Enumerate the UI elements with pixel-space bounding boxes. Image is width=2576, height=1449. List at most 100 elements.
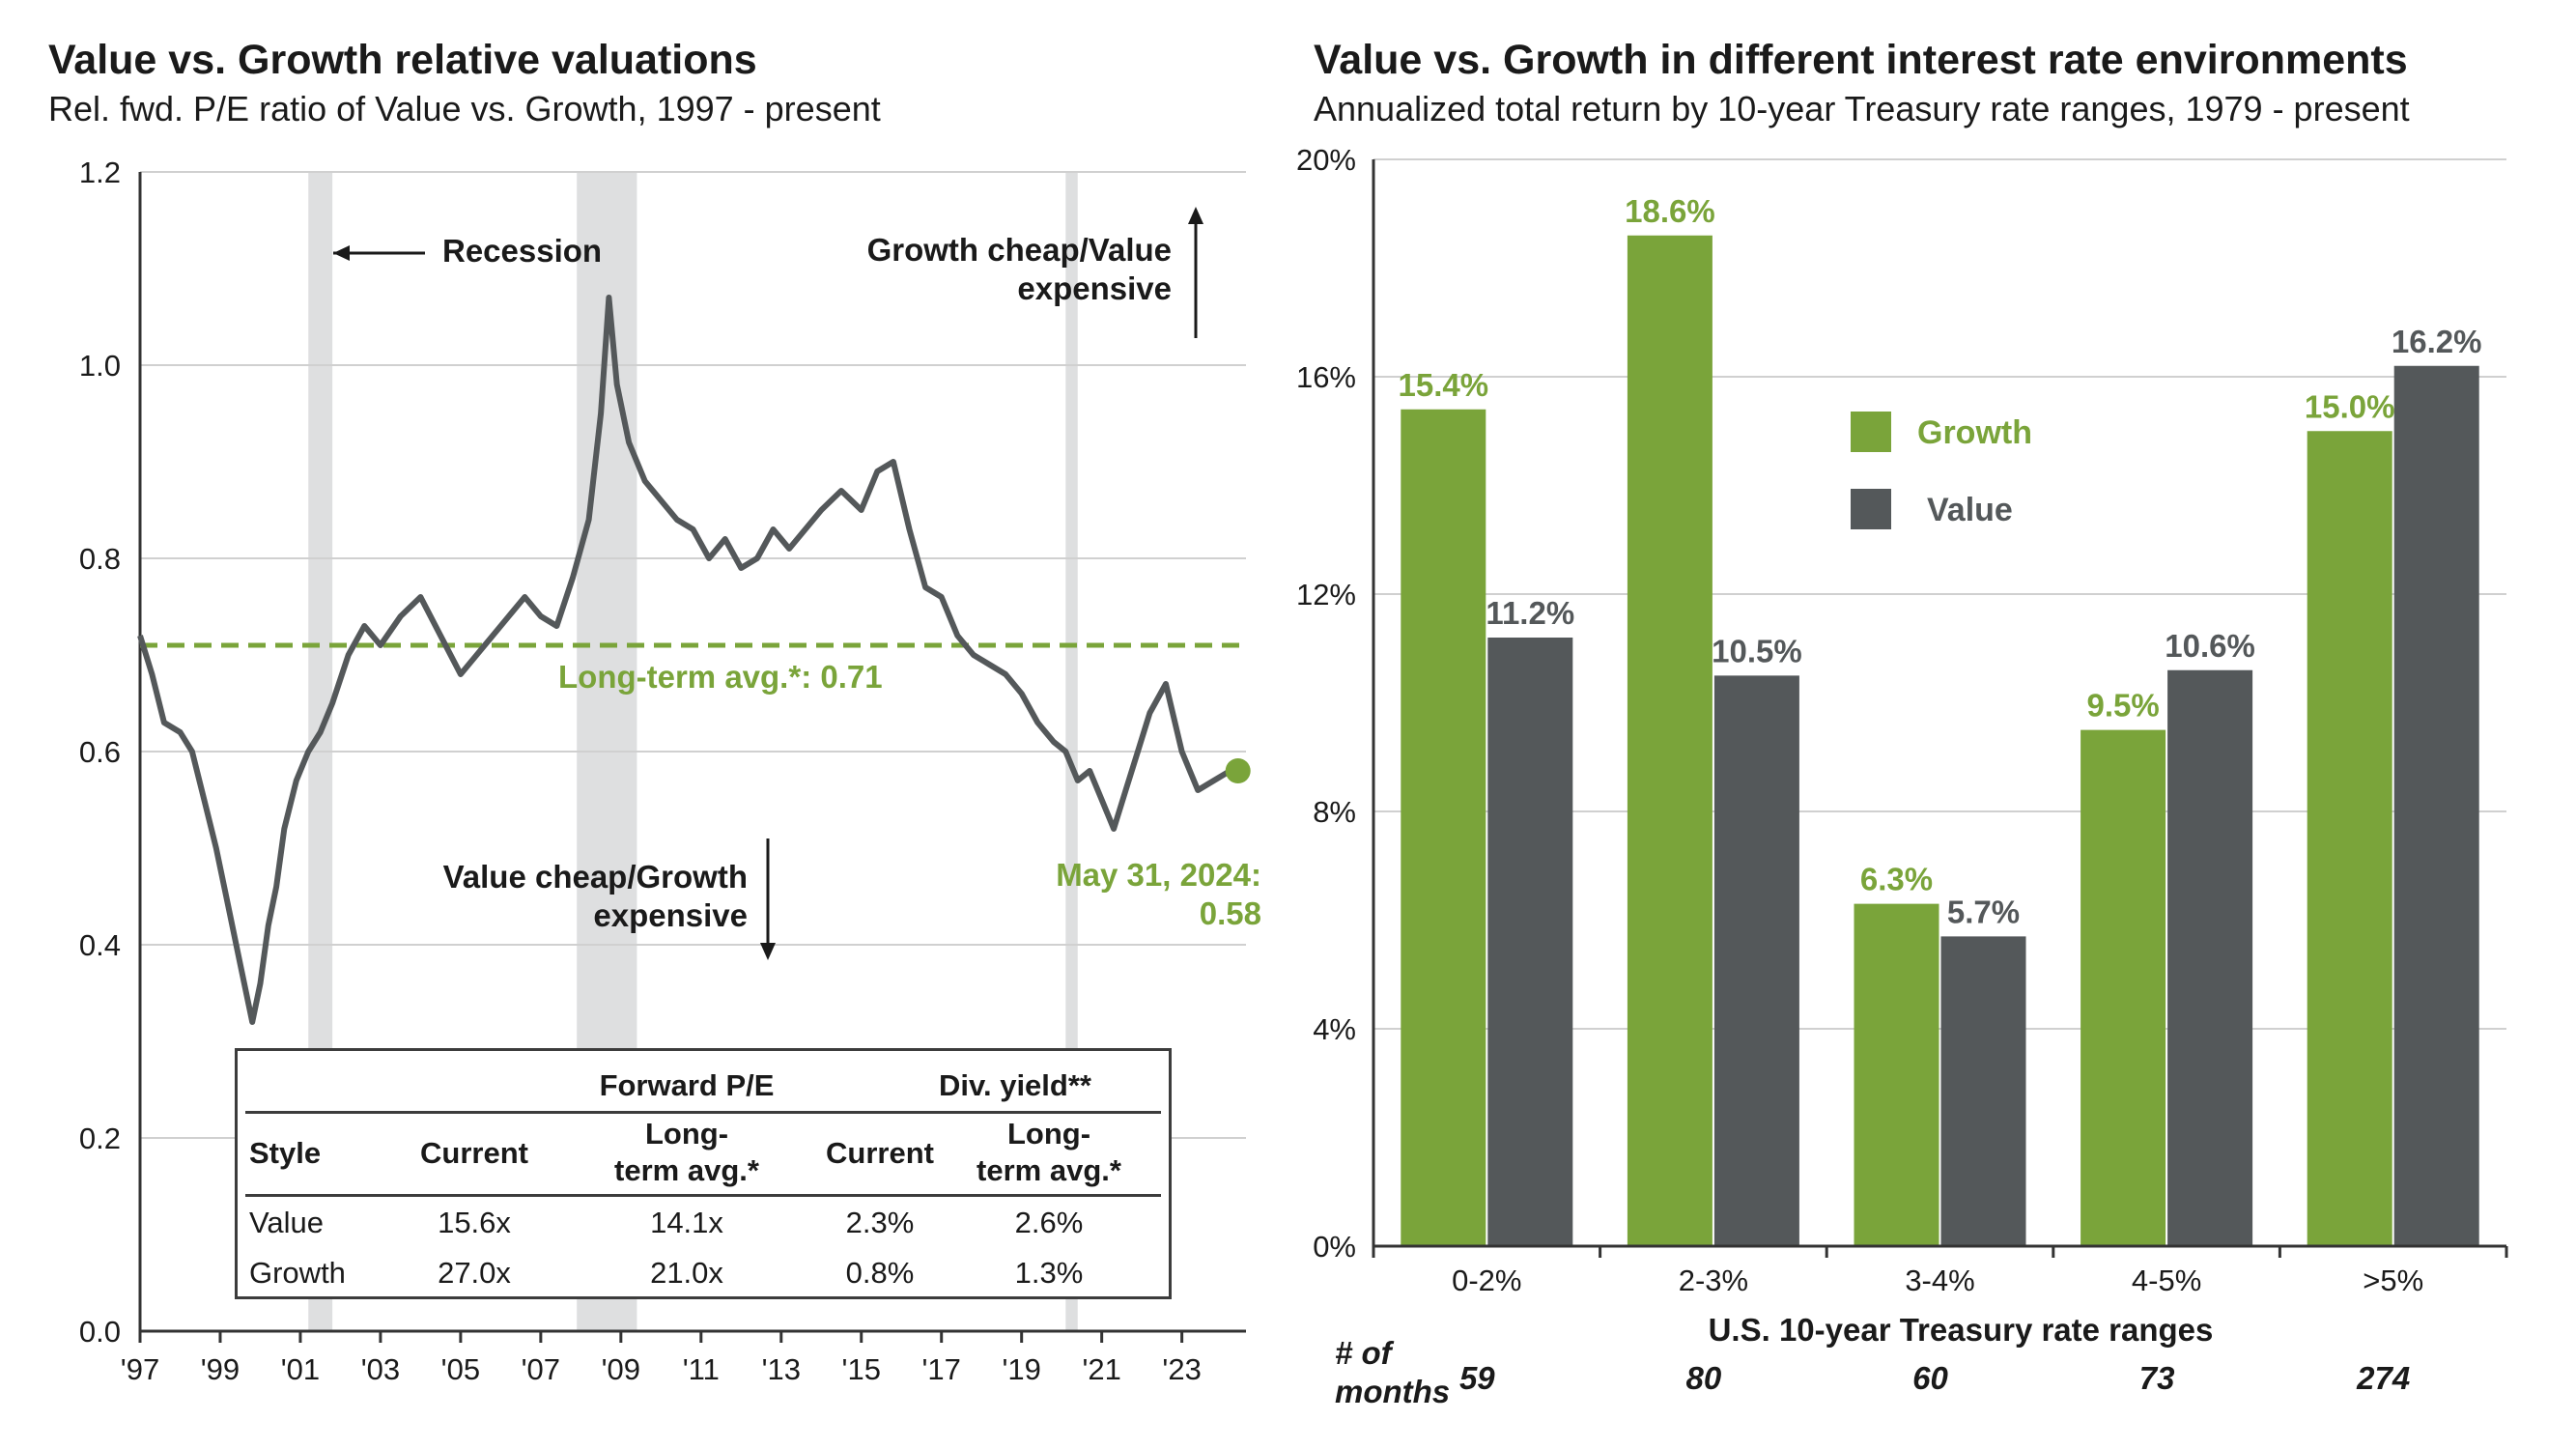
- row-div-current: 2.3%: [845, 1206, 915, 1239]
- x-category-label: 0-2%: [1452, 1264, 1521, 1297]
- y-tick-label: 20%: [1296, 143, 1356, 177]
- table-group-header-div: Div. yield**: [939, 1068, 1091, 1102]
- months-count: 60: [1912, 1360, 1948, 1396]
- x-tick-label: '21: [1082, 1352, 1120, 1386]
- bar-value: [2393, 365, 2479, 1246]
- x-tick-labels: '97 '99 '01 '03 '05 '07 '09 '11 '13 '15 '17 '19 '21 '…: [121, 1331, 1202, 1386]
- row-pe-current: 27.0x: [438, 1256, 511, 1290]
- y-tick-label: 12%: [1296, 578, 1356, 611]
- bar-value: [2167, 669, 2253, 1246]
- growth-cheap-label-line1: Growth cheap/Value: [867, 232, 1172, 268]
- x-tick-label: '11: [683, 1352, 720, 1386]
- x-category-label: 2-3%: [1679, 1264, 1748, 1297]
- x-tick-label: '23: [1162, 1352, 1201, 1386]
- right-chart-subtitle: Annualized total return by 10-year Treas…: [1314, 89, 2410, 128]
- legend: Growth Value: [1851, 412, 2032, 529]
- x-tick-label: '13: [762, 1352, 801, 1386]
- table-col-pe-current: Current: [420, 1136, 528, 1170]
- table-col-pe-avg-line2: term avg.*: [614, 1153, 759, 1187]
- table-col-div-avg-line2: term avg.*: [977, 1153, 1121, 1187]
- months-label-line1: # of: [1335, 1335, 1395, 1371]
- bar-data-label: 5.7%: [1947, 894, 2020, 929]
- latest-value-label: 0.58: [1200, 895, 1261, 931]
- up-arrow-icon: [1188, 207, 1203, 224]
- bar-data-label: 16.2%: [2392, 324, 2482, 359]
- bar-growth: [1401, 409, 1486, 1246]
- y-tick-label: 0.8: [79, 542, 121, 576]
- y-tick-label: 0%: [1313, 1230, 1356, 1264]
- row-style: Value: [249, 1206, 324, 1239]
- right-chart-title: Value vs. Growth in different interest r…: [1314, 37, 2408, 83]
- bar-growth: [1854, 903, 1939, 1246]
- table-col-div-avg-line1: Long-: [1006, 1117, 1091, 1151]
- legend-label-value: Value: [1927, 492, 2013, 528]
- table-header-rule: [245, 1111, 1161, 1114]
- table-col-div-current: Current: [826, 1136, 934, 1170]
- row-style: Growth: [249, 1256, 346, 1290]
- bar-value: [1940, 936, 2026, 1246]
- left-chart-title: Value vs. Growth relative valuations: [48, 37, 757, 83]
- row-div-current: 0.8%: [845, 1256, 915, 1290]
- y-tick-label: 0.4: [79, 928, 121, 962]
- bar-growth: [2081, 729, 2166, 1246]
- recession-label: Recession: [442, 233, 602, 269]
- bar-data-label: 15.4%: [1399, 367, 1489, 403]
- bar-growth: [2307, 431, 2392, 1246]
- x-tick-label: '17: [922, 1352, 961, 1386]
- bar-data-label: 9.5%: [2086, 688, 2159, 724]
- y-tick-labels: 0% 4% 8% 12% 16% 20%: [1296, 143, 1356, 1264]
- growth-cheap-label-line2: expensive: [1017, 270, 1172, 306]
- x-category-label: 3-4%: [1905, 1264, 1974, 1297]
- y-gridlines: [1373, 158, 2506, 1030]
- latest-value-marker: [1225, 758, 1251, 783]
- x-tick-label: '01: [281, 1352, 320, 1386]
- bar-value: [1713, 675, 1799, 1246]
- y-tick-label: 0.6: [79, 735, 121, 769]
- x-tick-label: '03: [361, 1352, 400, 1386]
- bar-data-label: 11.2%: [1486, 595, 1574, 631]
- y-tick-label: 0.2: [79, 1122, 121, 1155]
- y-tick-label: 1.2: [79, 156, 121, 189]
- row-div-avg: 2.6%: [1014, 1206, 1084, 1239]
- row-pe-current: 15.6x: [438, 1206, 511, 1239]
- x-category-label: >5%: [2363, 1264, 2423, 1297]
- x-axis-title: U.S. 10-year Treasury rate ranges: [1709, 1312, 2214, 1348]
- x-tick-label: '99: [201, 1352, 240, 1386]
- y-tick-label: 16%: [1296, 360, 1356, 394]
- y-tick-label: 0.0: [79, 1315, 121, 1349]
- y-tick-label: 8%: [1313, 795, 1356, 829]
- axes: [138, 172, 1246, 1333]
- months-count-labels: 59 80 60 73 274: [1459, 1360, 2410, 1396]
- bar-data-label: 10.6%: [2165, 628, 2255, 664]
- x-tick-label: '19: [1002, 1352, 1040, 1386]
- table-col-pe-avg-line1: Long-: [644, 1117, 729, 1151]
- table-col-style: Style: [249, 1136, 322, 1170]
- months-count: 274: [2356, 1360, 2410, 1396]
- bar-data-label: 6.3%: [1860, 862, 1933, 897]
- months-count: 80: [1686, 1360, 1722, 1396]
- valuation-table: Forward P/E Div. yield** Style Current L…: [235, 1048, 1172, 1299]
- months-count: 59: [1459, 1360, 1495, 1396]
- row-pe-avg: 21.0x: [650, 1256, 723, 1290]
- legend-swatch-growth: [1851, 412, 1891, 452]
- axes: [1372, 159, 2506, 1248]
- bar-data-label: 15.0%: [2305, 388, 2395, 424]
- recession-annotation: Recession: [333, 233, 602, 269]
- x-tick-label: '15: [842, 1352, 881, 1386]
- x-category-label: 4-5%: [2132, 1264, 2201, 1297]
- row-div-avg: 1.3%: [1014, 1256, 1084, 1290]
- latest-date-label: May 31, 2024:: [1056, 857, 1261, 893]
- months-count: 73: [2139, 1360, 2175, 1396]
- bar-data-label: 10.5%: [1712, 633, 1802, 668]
- left-chart-subtitle: Rel. fwd. P/E ratio of Value vs. Growth,…: [48, 89, 881, 128]
- value-cheap-annotation: Value cheap/Growth expensive: [443, 838, 776, 960]
- value-cheap-label-line2: expensive: [593, 897, 748, 933]
- table-body-rule: [245, 1194, 1161, 1197]
- y-gridlines: [140, 171, 1246, 1139]
- x-tick-label: '97: [121, 1352, 159, 1386]
- long-term-average-label: Long-term avg.*: 0.71: [558, 659, 883, 695]
- y-tick-labels: 0.0 0.2 0.4 0.6 0.8 1.0 1.2: [79, 156, 121, 1349]
- table-group-header-pe: Forward P/E: [599, 1068, 775, 1102]
- bar-growth: [1627, 235, 1713, 1246]
- x-tick-label: '09: [602, 1352, 640, 1386]
